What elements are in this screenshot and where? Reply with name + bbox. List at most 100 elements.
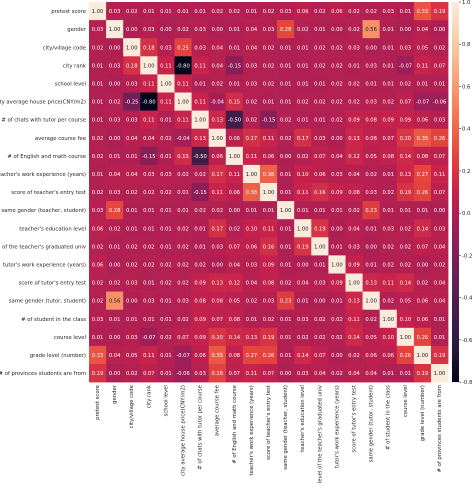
cell-value-label: -0.04 [211,100,225,106]
heatmap-cell [413,20,432,39]
heatmap-cell [328,20,346,39]
cell-value-label: 0.01 [314,262,326,268]
heatmap-cell [208,56,227,75]
heatmap-cell [157,56,175,75]
heatmap-cell [208,255,227,274]
heatmap-cell [191,201,209,220]
heatmap-cell [123,327,141,347]
heatmap-cell [106,201,124,220]
x-tick-label: # of provinces students are from [437,385,443,472]
cell-value-label: 0.01 [382,27,394,33]
heatmap-cell [260,255,278,274]
heatmap-cell [311,56,329,75]
cell-value-label: 0.01 [126,208,138,214]
cell-value-label: 0.10 [400,317,412,323]
cell-value-label: 0.11 [160,63,172,69]
cell-value-label: 0.02 [314,63,326,69]
heatmap-cell [106,219,124,238]
heatmap-cell [260,2,278,21]
cell-value-label: 1.00 [297,226,309,232]
heatmap-cell [413,364,432,383]
cell-value-label: 0.11 [246,154,258,160]
cell-value-label: 0.01 [297,81,309,87]
cell-value-label: 0.04 [246,45,258,51]
cell-value-label: 0.00 [109,335,121,341]
heatmap-cell [225,364,244,383]
cell-value-label: -0.15 [262,118,275,124]
cell-value-label: 0.05 [365,154,377,160]
cell-value-label: 0.02 [297,100,309,106]
heatmap-cell [328,201,346,220]
cell-value-label: 0.02 [331,45,343,51]
cell-value-label: 0.06 [263,154,275,160]
cell-value-label: 0.00 [400,27,412,33]
x-tick-label: city/village code [129,385,135,428]
cell-value-label: 0.07 [314,154,326,160]
heatmap-cell [140,128,158,148]
cell-value-label: 0.07 [314,353,326,359]
heatmap-cell [379,237,398,256]
cell-value-label: 0.11 [177,118,189,124]
heatmap-cell [157,20,175,39]
cell-value-label: 0.19 [400,190,412,196]
cell-value-label: 0.02 [211,9,223,15]
heatmap-cell [277,273,295,292]
cell-value-label: 0.07 [434,63,446,69]
heatmap-cell [396,219,415,238]
heatmap-cell [242,128,261,148]
cell-value-label: 0.03 [160,172,172,178]
heatmap-cell [89,128,107,148]
heatmap-cell [208,164,227,184]
cell-value-label: 0.04 [434,281,446,287]
cell-value-label: 0.02 [177,244,189,250]
heatmap-cell [191,291,209,310]
heatmap-cell [106,74,124,93]
heatmap-cell [208,345,227,365]
heatmap-cell [208,273,227,292]
cell-value-label: 0.08 [365,118,377,124]
heatmap-cell [174,74,192,93]
cell-value-label: 0.01 [92,335,104,341]
heatmap-cells [89,2,449,383]
heatmap-cell [174,110,192,129]
heatmap-cell [89,74,107,93]
cell-value-label: 0.03 [109,9,121,15]
heatmap-cell [123,74,141,93]
heatmap-cell [328,345,346,365]
y-tick-label: gender [67,27,87,33]
cell-value-label: 0.06 [297,9,309,15]
cell-value-label: 0.01 [194,244,206,250]
heatmap-cell [396,164,415,184]
cell-value-label: 0.13 [246,335,258,341]
cell-value-label: 0.07 [143,371,155,377]
cell-value-label: 0.15 [229,100,241,106]
cell-value-label: 0.01 [229,45,241,51]
heatmap-cell [431,74,449,93]
heatmap-cell [362,2,380,21]
heatmap-cell [106,327,124,347]
cell-value-label: 0.14 [348,335,360,341]
heatmap-cell [311,273,329,292]
heatmap-cell [362,309,380,329]
heatmap-cell [294,56,312,75]
heatmap-cell [208,183,227,202]
cell-value-label: 0.05 [400,299,412,305]
heatmap-cell [242,201,261,220]
heatmap-cell [106,164,124,184]
heatmap-cell [157,345,175,365]
cell-value-label: -0.07 [416,100,429,106]
heatmap-cell [362,146,380,166]
cell-value-label: 0.03 [194,45,206,51]
heatmap-cell [174,255,192,274]
cell-value-label: 0.01 [109,317,121,323]
cell-value-label: 0.11 [194,100,206,106]
cell-value-label: 0.02 [126,190,138,196]
cell-value-label: 0.01 [160,299,172,305]
heatmap-cell [345,164,363,184]
cell-value-label: 0.07 [263,371,275,377]
heatmap-cell [413,56,432,75]
heatmap-cell [345,2,363,21]
x-tick-label: # of student in the class [386,385,392,450]
cell-value-label: 0.11 [348,317,360,323]
